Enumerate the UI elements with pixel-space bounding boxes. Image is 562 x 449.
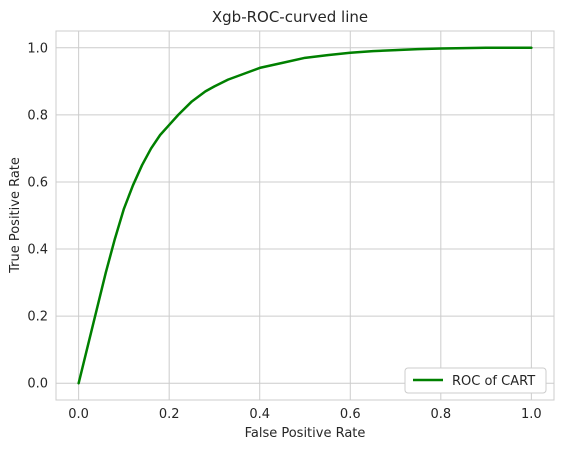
y-tick-label: 0.4 xyxy=(27,243,48,258)
data-point xyxy=(326,54,329,57)
x-tick-label: 1.0 xyxy=(521,407,542,422)
data-point xyxy=(131,184,134,187)
data-point xyxy=(281,61,284,64)
x-tick-label: 0.0 xyxy=(68,407,89,422)
data-point xyxy=(104,271,107,274)
data-point xyxy=(304,56,306,59)
legend: ROC of CART xyxy=(404,367,547,394)
x-tick-label: 0.8 xyxy=(430,407,451,422)
data-point xyxy=(204,90,207,93)
data-point xyxy=(177,113,180,116)
grid xyxy=(56,31,554,400)
x-tick-label: 0.6 xyxy=(340,407,361,422)
data-point xyxy=(439,47,442,50)
data-point xyxy=(190,100,193,103)
y-tick-label: 1.0 xyxy=(27,41,48,56)
data-point xyxy=(394,49,397,52)
y-axis-label: True Positive Rate xyxy=(8,157,23,274)
data-point xyxy=(213,85,216,88)
data-point xyxy=(485,46,488,49)
data-point xyxy=(141,164,144,167)
data-point xyxy=(240,73,243,76)
y-tick-label: 0.2 xyxy=(27,310,48,325)
data-point xyxy=(227,78,230,81)
data-point xyxy=(371,50,374,53)
series-line-roc-of-cart xyxy=(77,46,533,385)
x-axis-label: False Positive Rate xyxy=(245,426,366,441)
data-point xyxy=(86,345,89,348)
series-layer xyxy=(77,46,533,385)
x-tick-label: 0.4 xyxy=(249,407,270,422)
y-tick-label: 0.8 xyxy=(27,108,48,123)
data-point xyxy=(113,237,116,240)
legend-label-roc-of-cart: ROC of CART xyxy=(452,374,535,389)
y-tick-labels: 0.0 0.2 0.4 0.6 0.8 1.0 xyxy=(27,41,48,391)
x-tick-labels: 0.0 0.2 0.4 0.6 0.8 1.0 xyxy=(68,407,541,422)
data-point xyxy=(417,48,420,51)
y-tick-label: 0.6 xyxy=(27,175,48,190)
data-point xyxy=(530,46,533,49)
legend-box xyxy=(404,367,547,394)
data-point xyxy=(150,147,153,150)
data-point xyxy=(462,47,465,50)
plot-background xyxy=(55,30,555,401)
data-point xyxy=(159,133,162,136)
x-tick-label: 0.2 xyxy=(159,407,180,422)
data-point xyxy=(122,207,125,210)
data-point xyxy=(168,123,171,126)
y-tick-label: 0.0 xyxy=(27,377,48,392)
data-point xyxy=(95,308,98,311)
data-point xyxy=(77,382,80,385)
chart-title: Xgb-ROC-curved line xyxy=(212,8,368,26)
data-point xyxy=(258,66,261,69)
data-point xyxy=(507,46,510,49)
data-point xyxy=(349,51,352,54)
